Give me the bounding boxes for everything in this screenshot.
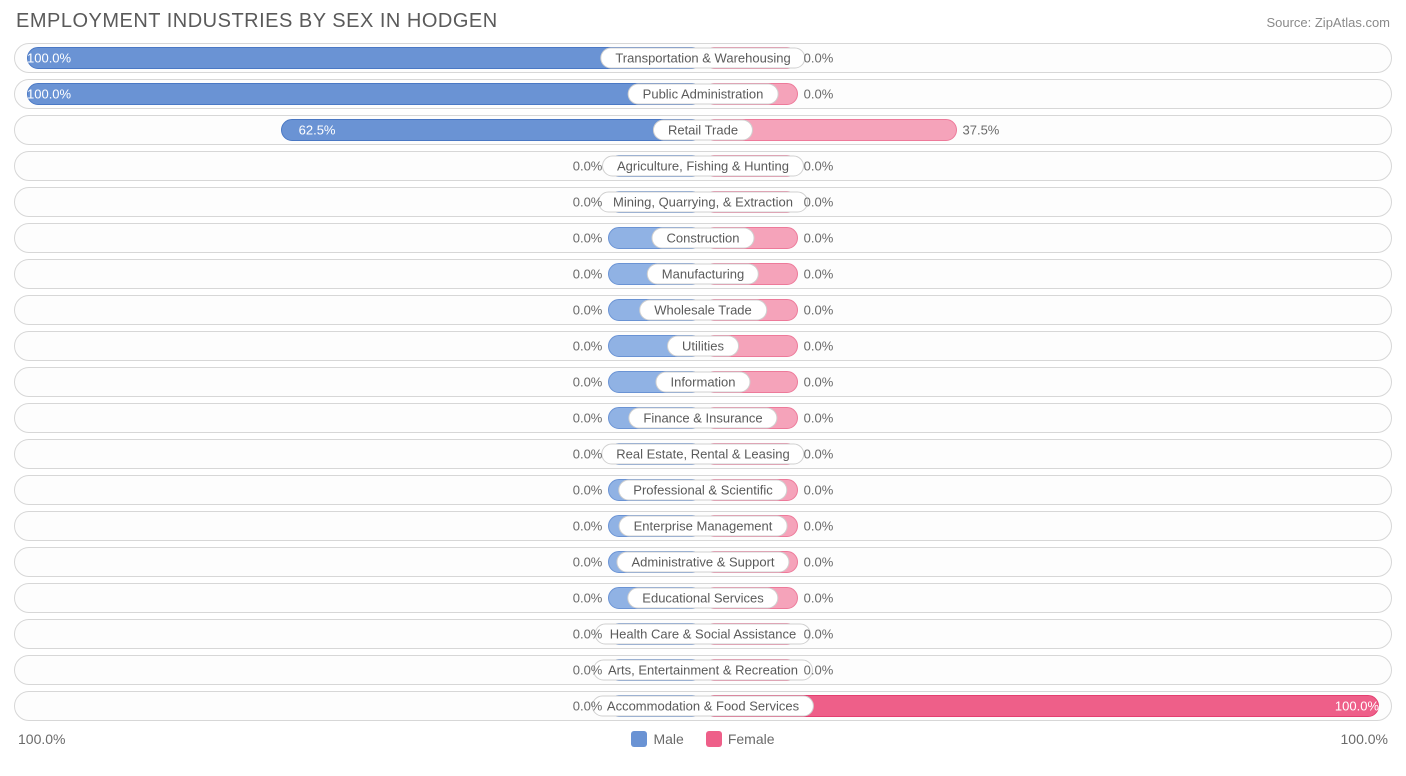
- row-label: Public Administration: [628, 84, 779, 105]
- male-pct: 0.0%: [573, 231, 603, 246]
- male-pct: 0.0%: [573, 195, 603, 210]
- chart-row: Accommodation & Food Services0.0% 100.0%: [14, 691, 1392, 721]
- row-label: Mining, Quarrying, & Extraction: [598, 192, 808, 213]
- male-pct: 0.0%: [573, 627, 603, 642]
- female-pct: 0.0%: [804, 51, 834, 66]
- male-pct: 100.0%: [27, 51, 71, 66]
- female-pct: 0.0%: [804, 627, 834, 642]
- row-label: Real Estate, Rental & Leasing: [601, 444, 804, 465]
- row-label: Enterprise Management: [619, 516, 788, 537]
- row-label: Construction: [652, 228, 755, 249]
- legend-swatch-male: [631, 731, 647, 747]
- male-bar: [281, 119, 704, 141]
- female-pct: 0.0%: [804, 663, 834, 678]
- male-pct: 0.0%: [573, 411, 603, 426]
- male-pct: 0.0%: [573, 159, 603, 174]
- male-bar: [27, 83, 703, 105]
- chart-row: Arts, Entertainment & Recreation0.0% 0.0%: [14, 655, 1392, 685]
- female-pct: 0.0%: [804, 87, 834, 102]
- female-pct: 0.0%: [804, 375, 834, 390]
- chart-row: Agriculture, Fishing & Hunting0.0% 0.0%: [14, 151, 1392, 181]
- chart-row: Wholesale Trade 0.0% 0.0%: [14, 295, 1392, 325]
- male-pct: 0.0%: [573, 483, 603, 498]
- row-label: Health Care & Social Assistance: [595, 624, 811, 645]
- female-pct: 0.0%: [804, 411, 834, 426]
- chart-title: EMPLOYMENT INDUSTRIES BY SEX IN HODGEN: [16, 10, 498, 33]
- row-label: Administrative & Support: [616, 552, 789, 573]
- row-label: Wholesale Trade: [639, 300, 767, 321]
- legend-item-male: Male: [631, 731, 683, 747]
- chart-row: Information 0.0% 0.0%: [14, 367, 1392, 397]
- male-pct: 0.0%: [573, 375, 603, 390]
- male-pct: 0.0%: [573, 519, 603, 534]
- chart-row: Real Estate, Rental & Leasing0.0% 0.0%: [14, 439, 1392, 469]
- row-label: Agriculture, Fishing & Hunting: [602, 156, 804, 177]
- female-pct: 0.0%: [804, 195, 834, 210]
- chart-row: Finance & Insurance 0.0% 0.0%: [14, 403, 1392, 433]
- male-pct: 0.0%: [573, 591, 603, 606]
- male-pct: 100.0%: [27, 87, 71, 102]
- legend-label-male: Male: [653, 731, 683, 747]
- female-pct: 0.0%: [804, 591, 834, 606]
- row-label: Manufacturing: [647, 264, 759, 285]
- legend-swatch-female: [706, 731, 722, 747]
- female-pct: 0.0%: [804, 231, 834, 246]
- row-label: Educational Services: [627, 588, 778, 609]
- male-pct: 0.0%: [573, 663, 603, 678]
- axis-right-label: 100.0%: [1341, 731, 1388, 747]
- row-label: Utilities: [667, 336, 739, 357]
- female-pct: 0.0%: [804, 555, 834, 570]
- chart-footer: 100.0% Male Female 100.0%: [12, 727, 1394, 747]
- row-label: Arts, Entertainment & Recreation: [593, 660, 813, 681]
- female-pct: 37.5%: [963, 123, 1000, 138]
- row-label: Accommodation & Food Services: [592, 696, 814, 717]
- female-pct: 0.0%: [804, 303, 834, 318]
- male-pct: 0.0%: [573, 555, 603, 570]
- chart-header: EMPLOYMENT INDUSTRIES BY SEX IN HODGEN S…: [12, 8, 1394, 43]
- legend-item-female: Female: [706, 731, 775, 747]
- chart-row: Health Care & Social Assistance0.0% 0.0%: [14, 619, 1392, 649]
- male-pct: 0.0%: [573, 267, 603, 282]
- chart-row: Mining, Quarrying, & Extraction0.0% 0.0%: [14, 187, 1392, 217]
- chart-row: Construction 0.0% 0.0%: [14, 223, 1392, 253]
- female-pct: 0.0%: [804, 519, 834, 534]
- legend-label-female: Female: [728, 731, 775, 747]
- chart-row: Utilities 0.0% 0.0%: [14, 331, 1392, 361]
- female-pct: 0.0%: [804, 483, 834, 498]
- male-pct: 0.0%: [573, 303, 603, 318]
- diverging-bar-chart: Transportation & Warehousing100.0%0.0%Pu…: [12, 43, 1394, 721]
- male-pct: 62.5%: [299, 123, 336, 138]
- axis-left-label: 100.0%: [18, 731, 65, 747]
- row-label: Professional & Scientific: [618, 480, 787, 501]
- row-label: Information: [655, 372, 750, 393]
- female-pct: 100.0%: [1335, 699, 1379, 714]
- row-label: Finance & Insurance: [628, 408, 777, 429]
- chart-row: Transportation & Warehousing 100.0% 0.0%: [14, 43, 1392, 73]
- female-pct: 0.0%: [804, 447, 834, 462]
- chart-row: Manufacturing 0.0% 0.0%: [14, 259, 1392, 289]
- male-pct: 0.0%: [573, 339, 603, 354]
- chart-row: Enterprise Management 0.0% 0.0%: [14, 511, 1392, 541]
- female-pct: 0.0%: [804, 267, 834, 282]
- chart-row: Retail Trade 62.5% 37.5%: [14, 115, 1392, 145]
- female-pct: 0.0%: [804, 159, 834, 174]
- male-pct: 0.0%: [573, 699, 603, 714]
- legend: Male Female: [631, 731, 774, 747]
- chart-row: Professional & Scientific 0.0% 0.0%: [14, 475, 1392, 505]
- male-pct: 0.0%: [573, 447, 603, 462]
- chart-source: Source: ZipAtlas.com: [1266, 15, 1390, 30]
- row-label: Retail Trade: [653, 120, 753, 141]
- row-label: Transportation & Warehousing: [600, 48, 805, 69]
- chart-row: Public Administration 100.0% 0.0%: [14, 79, 1392, 109]
- chart-row: Educational Services 0.0% 0.0%: [14, 583, 1392, 613]
- female-pct: 0.0%: [804, 339, 834, 354]
- chart-row: Administrative & Support 0.0% 0.0%: [14, 547, 1392, 577]
